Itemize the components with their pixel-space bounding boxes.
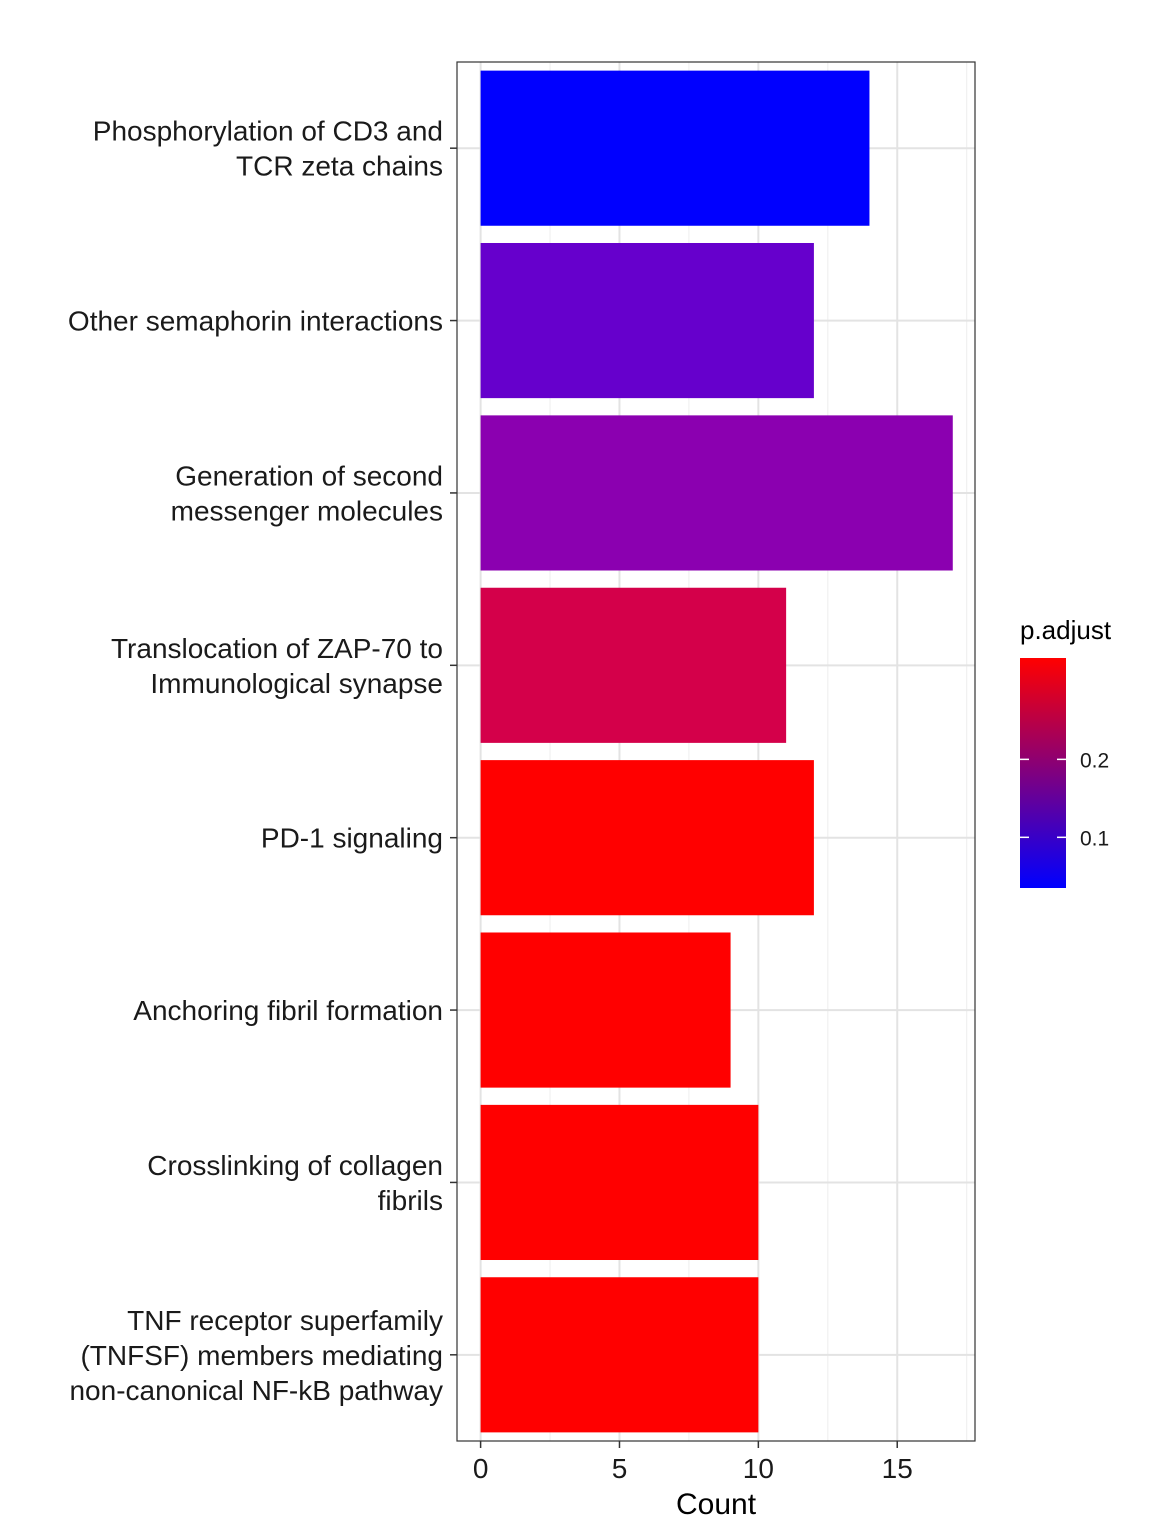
bar: [480, 70, 870, 226]
bar: [480, 415, 953, 571]
category-label: Phosphorylation of CD3 and TCR zeta chain…: [93, 116, 443, 182]
panel-border: [456, 61, 976, 1442]
category-label: Crosslinking of collagen fibrils: [147, 1150, 443, 1216]
category-label: PD-1 signaling: [261, 823, 443, 854]
bar: [480, 760, 814, 916]
bar: [480, 587, 787, 743]
category-label: Translocation of ZAP-70 to Immunological …: [111, 633, 443, 699]
legend-tick-label: 0.1: [1080, 827, 1109, 850]
legend-title: p.adjust: [1020, 615, 1112, 645]
category-label: Anchoring fibril formation: [133, 995, 443, 1026]
legend-tick-label: 0.2: [1080, 749, 1109, 772]
bar: [480, 1104, 759, 1261]
bar: [480, 932, 731, 1088]
category-label: Other semaphorin interactions: [68, 306, 443, 337]
category-label: Generation of second messenger molecules: [171, 460, 443, 526]
bar: [480, 242, 814, 399]
legend: p.adjust 0.1 0.2: [1020, 615, 1112, 888]
x-tick-label: 5: [612, 1453, 628, 1484]
y-axis: Phosphorylation of CD3 and TCR zeta chain…: [68, 116, 457, 1406]
x-tick-label: 0: [473, 1453, 489, 1484]
x-axis: 0 5 10 15: [473, 1441, 913, 1484]
x-axis-title: Count: [676, 1488, 757, 1521]
bar: [480, 1277, 759, 1433]
bars: [480, 70, 953, 1433]
x-tick-label: 10: [743, 1453, 774, 1484]
category-label: TNF receptor superfamily (TNFSF) members …: [69, 1305, 443, 1406]
legend-colorbar: [1020, 658, 1066, 888]
x-tick-label: 15: [882, 1453, 913, 1484]
